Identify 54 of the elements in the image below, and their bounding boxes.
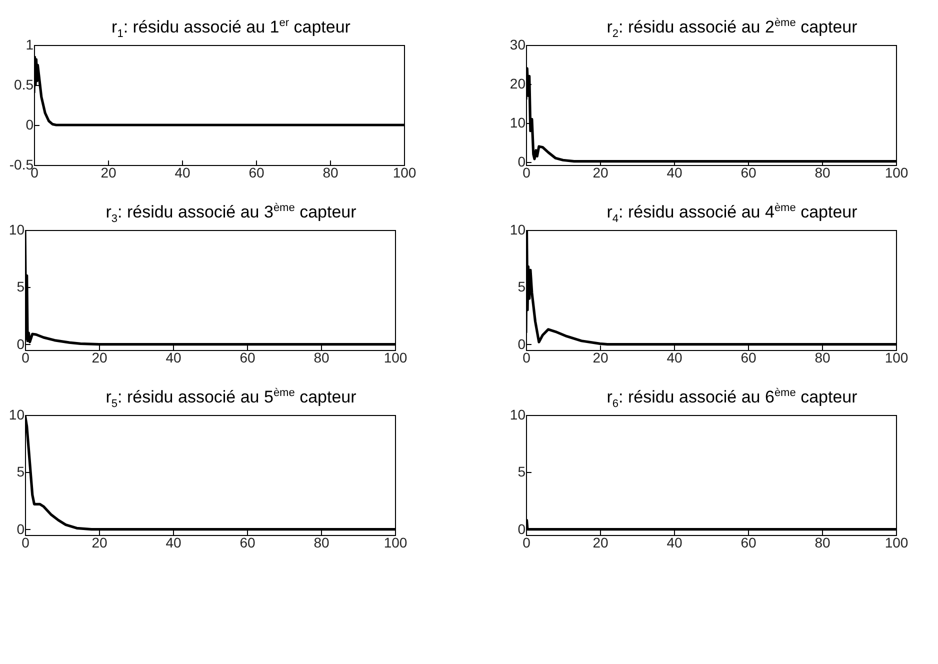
x-tick-label: 20 xyxy=(592,350,608,366)
x-tick-label: 20 xyxy=(592,534,608,550)
y-tick-label: 1 xyxy=(26,36,34,52)
x-tick-label: 40 xyxy=(666,534,682,550)
x-tick-label: 80 xyxy=(322,164,338,180)
x-tick-label: 80 xyxy=(314,534,330,550)
chart-title: r$_{2}$: résidu associé au 2$^{ème}$ capteur xyxy=(606,16,858,40)
y-tick-label: 0 xyxy=(16,520,25,537)
y-tick-label: 0.5 xyxy=(14,76,34,92)
x-tick-label: 60 xyxy=(240,350,256,366)
y-tick-label: 0 xyxy=(518,520,526,537)
x-tick-label: 40 xyxy=(166,534,182,550)
y-tick-label: 10 xyxy=(510,114,526,131)
x-tick-label: 60 xyxy=(740,350,756,366)
chart-title: r$_{6}$: résidu associé au 6$^{ème}$ capteur xyxy=(606,386,858,410)
x-tick-label: 40 xyxy=(666,164,682,180)
x-tick-label: 20 xyxy=(92,534,108,550)
chart-title: r$_{1}$: résidu associé au 1$^{er}$ capteur xyxy=(110,16,352,40)
x-tick-label: 80 xyxy=(814,534,830,550)
chart-title: r$_{4}$: résidu associé au 4$^{ème}$ capteur xyxy=(606,201,858,226)
x-tick-label: 20 xyxy=(92,350,108,366)
x-tick-label: 60 xyxy=(740,534,756,550)
x-tick-label: 60 xyxy=(248,164,264,180)
x-tick-label: 100 xyxy=(884,164,908,180)
y-tick-label: 20 xyxy=(510,76,526,92)
x-tick-label: 80 xyxy=(814,164,830,180)
y-tick-label: 0 xyxy=(26,116,34,132)
chart-title: r$_{3}$: résidu associé au 3$^{ème}$ capteur xyxy=(104,201,358,226)
y-tick-label: 10 xyxy=(510,222,526,238)
chart-title: r$_{5}$: résidu associé au 5$^{ème}$ capteur xyxy=(104,386,358,410)
y-tick-label: 0 xyxy=(16,336,25,352)
x-tick-label: 20 xyxy=(100,164,116,180)
x-tick-label: 20 xyxy=(592,164,608,180)
y-tick-label: 0 xyxy=(518,336,526,352)
x-tick-label: 40 xyxy=(174,164,190,180)
y-tick-label: 5 xyxy=(16,464,25,480)
x-tick-label: 40 xyxy=(166,350,182,366)
x-tick-label: 80 xyxy=(814,350,830,366)
y-tick-label: 5 xyxy=(16,278,25,295)
x-tick-label: 100 xyxy=(384,534,408,550)
x-tick-label: 100 xyxy=(884,350,908,366)
y-tick-label: 10 xyxy=(510,406,526,422)
x-tick-label: 40 xyxy=(666,350,682,366)
x-tick-label: 100 xyxy=(384,350,408,366)
y-tick-label: 5 xyxy=(518,464,526,480)
y-tick-label: 10 xyxy=(8,406,25,422)
y-tick-label: 30 xyxy=(510,36,526,52)
y-tick-label: 5 xyxy=(518,278,526,295)
x-tick-label: 60 xyxy=(740,164,756,180)
x-tick-label: 80 xyxy=(314,350,330,366)
x-tick-label: 100 xyxy=(884,534,908,550)
x-tick-label: 60 xyxy=(240,534,256,550)
y-tick-label: 10 xyxy=(8,222,25,238)
x-tick-label: 100 xyxy=(392,164,416,180)
